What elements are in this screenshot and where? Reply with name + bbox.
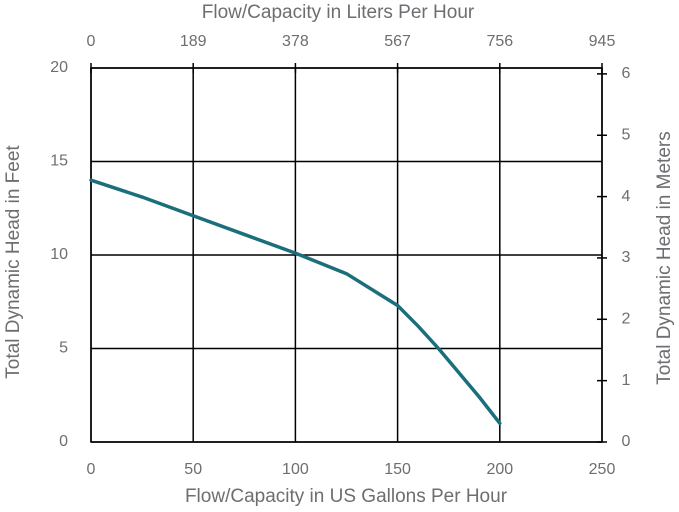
y-tick-label: 10	[50, 246, 68, 263]
y2-tick-label: 4	[622, 188, 631, 205]
y2-tick-label: 3	[622, 249, 631, 266]
x-tick-label: 200	[486, 461, 513, 478]
y2-tick-label: 0	[622, 433, 631, 450]
y2-tick-label: 2	[622, 311, 631, 328]
x-tick-label: 100	[282, 461, 309, 478]
y-tick-label: 0	[59, 433, 68, 450]
x-tick-label: 150	[384, 461, 411, 478]
y2-tick-label: 5	[622, 126, 631, 143]
x-tick-label: 250	[589, 461, 616, 478]
x2-tick-label: 0	[87, 33, 96, 50]
y-tick-label: 20	[50, 59, 68, 76]
x-tick-label: 0	[87, 461, 96, 478]
x-axis-title: Flow/Capacity in US Gallons Per Hour	[185, 486, 508, 507]
x2-tick-label: 378	[282, 33, 309, 50]
x2-tick-label: 567	[384, 33, 411, 50]
x2-tick-label: 189	[180, 33, 207, 50]
data-line	[89, 178, 502, 426]
x2-tick-label: 945	[589, 33, 616, 50]
y2-tick-label: 6	[622, 65, 631, 82]
y2-axis-title: Total Dynamic Head in Meters	[654, 131, 675, 384]
y2-tick-label: 1	[622, 372, 631, 389]
y-axis-title: Total Dynamic Head in Feet	[3, 145, 24, 379]
x2-tick-label: 756	[486, 33, 513, 50]
y-tick-label: 5	[59, 340, 68, 357]
x-tick-label: 50	[184, 461, 202, 478]
y-tick-label: 15	[50, 153, 68, 170]
x2-axis-title: Flow/Capacity in Liters Per Hour	[202, 2, 475, 23]
